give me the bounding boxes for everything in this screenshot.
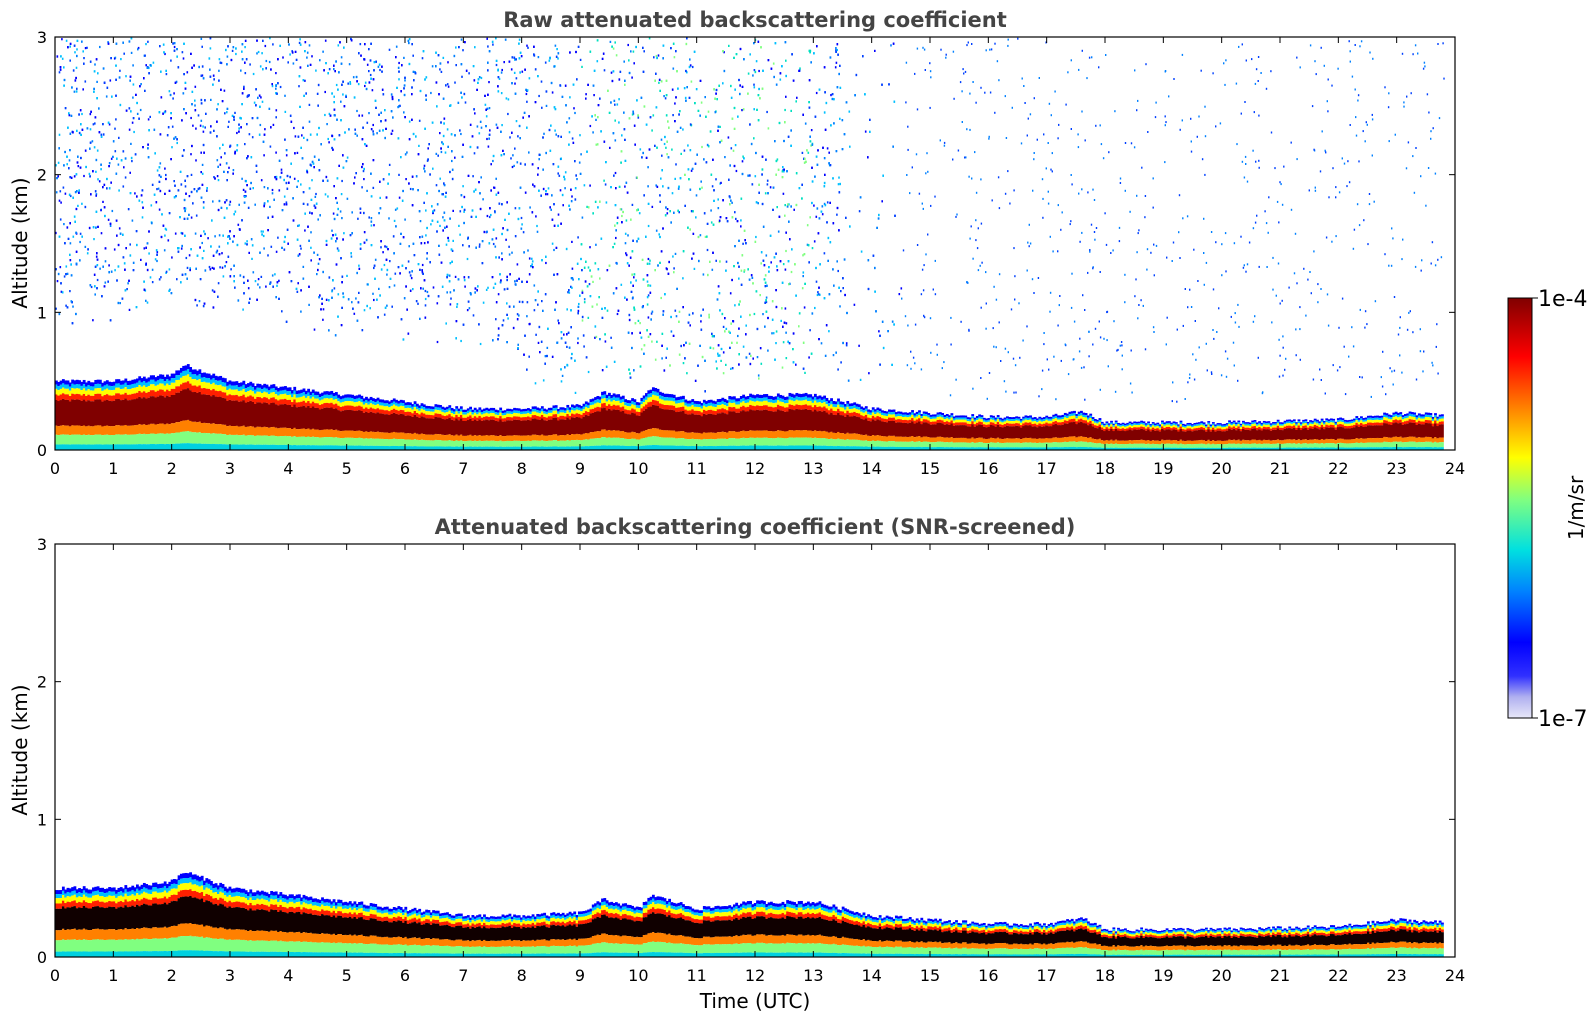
x-tick-label: 8: [517, 966, 527, 985]
raw-heatmap: [55, 37, 1445, 450]
x-tick-label: 17: [1036, 459, 1056, 478]
x-tick-label: 11: [686, 459, 706, 478]
x-tick-label: 1: [108, 966, 118, 985]
x-tick-label: 12: [745, 459, 765, 478]
y-tick-label: 2: [37, 673, 47, 692]
x-tick-label: 14: [861, 459, 881, 478]
panel-1-y-label: Altitude (km): [8, 177, 32, 308]
x-tick-label: 10: [628, 966, 648, 985]
x-axis-label: Time (UTC): [699, 989, 811, 1013]
y-tick-label: 3: [37, 535, 47, 554]
x-tick-label: 5: [342, 459, 352, 478]
y-tick-label: 0: [37, 948, 47, 967]
panel-1-y-ticks: 0 1 2 3: [37, 28, 1455, 460]
x-tick-label: 23: [1386, 966, 1406, 985]
x-tick-label: 16: [978, 966, 998, 985]
panel-1-title: Raw attenuated backscattering coefficien…: [503, 8, 1007, 32]
x-tick-label: 13: [803, 966, 823, 985]
x-tick-label: 24: [1445, 966, 1465, 985]
x-tick-label: 7: [458, 459, 468, 478]
y-tick-label: 3: [37, 28, 47, 47]
x-tick-label: 12: [745, 966, 765, 985]
x-tick-label: 15: [920, 966, 940, 985]
x-tick-label: 11: [686, 966, 706, 985]
x-tick-label: 6: [400, 459, 410, 478]
x-tick-label: 2: [167, 966, 177, 985]
x-tick-label: 2: [167, 459, 177, 478]
x-tick-label: 10: [628, 459, 648, 478]
x-tick-label: 20: [1211, 966, 1231, 985]
x-tick-label: 3: [225, 459, 235, 478]
y-tick-label: 1: [37, 303, 47, 322]
snr-screened-panel: Attenuated backscattering coefficient (S…: [8, 515, 1465, 1013]
x-tick-label: 15: [920, 459, 940, 478]
x-tick-label: 18: [1095, 966, 1115, 985]
x-tick-label: 7: [458, 966, 468, 985]
raw-backscatter-panel: Raw attenuated backscattering coefficien…: [8, 8, 1465, 478]
colorbar: 1e-4 1e-7 1/m/sr: [1507, 287, 1588, 732]
x-tick-label: 16: [978, 459, 998, 478]
x-tick-label: 13: [803, 459, 823, 478]
x-tick-label: 17: [1036, 966, 1056, 985]
colorbar-min-label: 1e-7: [1538, 707, 1587, 732]
x-tick-label: 20: [1211, 459, 1231, 478]
panel-1-x-ticks: 0 1 2 3 4 5 6 7 8 9 10 11 12 13 14 15 16 17 18 19 20 21 22 23 24: [50, 37, 1465, 478]
x-tick-label: 6: [400, 966, 410, 985]
colorbar-unit-label: 1/m/sr: [1564, 475, 1588, 540]
x-tick-label: 4: [283, 966, 293, 985]
x-tick-label: 23: [1386, 459, 1406, 478]
x-tick-label: 22: [1328, 459, 1348, 478]
x-tick-label: 0: [50, 966, 60, 985]
x-tick-label: 19: [1153, 459, 1173, 478]
x-tick-label: 8: [517, 459, 527, 478]
x-tick-label: 9: [575, 459, 585, 478]
x-tick-label: 18: [1095, 459, 1115, 478]
colorbar-gradient: [1507, 297, 1533, 719]
x-tick-label: 0: [50, 459, 60, 478]
x-tick-label: 21: [1270, 459, 1290, 478]
y-tick-label: 1: [37, 810, 47, 829]
panel-2-y-ticks: 0 1 2 3: [37, 535, 1455, 967]
panel-2-title: Attenuated backscattering coefficient (S…: [435, 515, 1076, 539]
x-tick-label: 21: [1270, 966, 1290, 985]
x-tick-label: 19: [1153, 966, 1173, 985]
panel-2-y-label: Altitude (km): [8, 684, 32, 815]
x-tick-label: 9: [575, 966, 585, 985]
y-tick-label: 2: [37, 166, 47, 185]
screened-heatmap: [55, 872, 1444, 957]
colorbar-max-label: 1e-4: [1538, 287, 1587, 312]
x-tick-label: 5: [342, 966, 352, 985]
x-tick-label: 24: [1445, 459, 1465, 478]
x-tick-label: 1: [108, 459, 118, 478]
x-tick-label: 22: [1328, 966, 1348, 985]
x-tick-label: 4: [283, 459, 293, 478]
x-tick-label: 14: [861, 966, 881, 985]
x-tick-label: 3: [225, 966, 235, 985]
panel-2-x-ticks: 0 1 2 3 4 5 6 7 8 9 10 11 12 13 14 15 16 17 18 19 20 21 22 23 24: [50, 544, 1465, 985]
y-tick-label: 0: [37, 441, 47, 460]
